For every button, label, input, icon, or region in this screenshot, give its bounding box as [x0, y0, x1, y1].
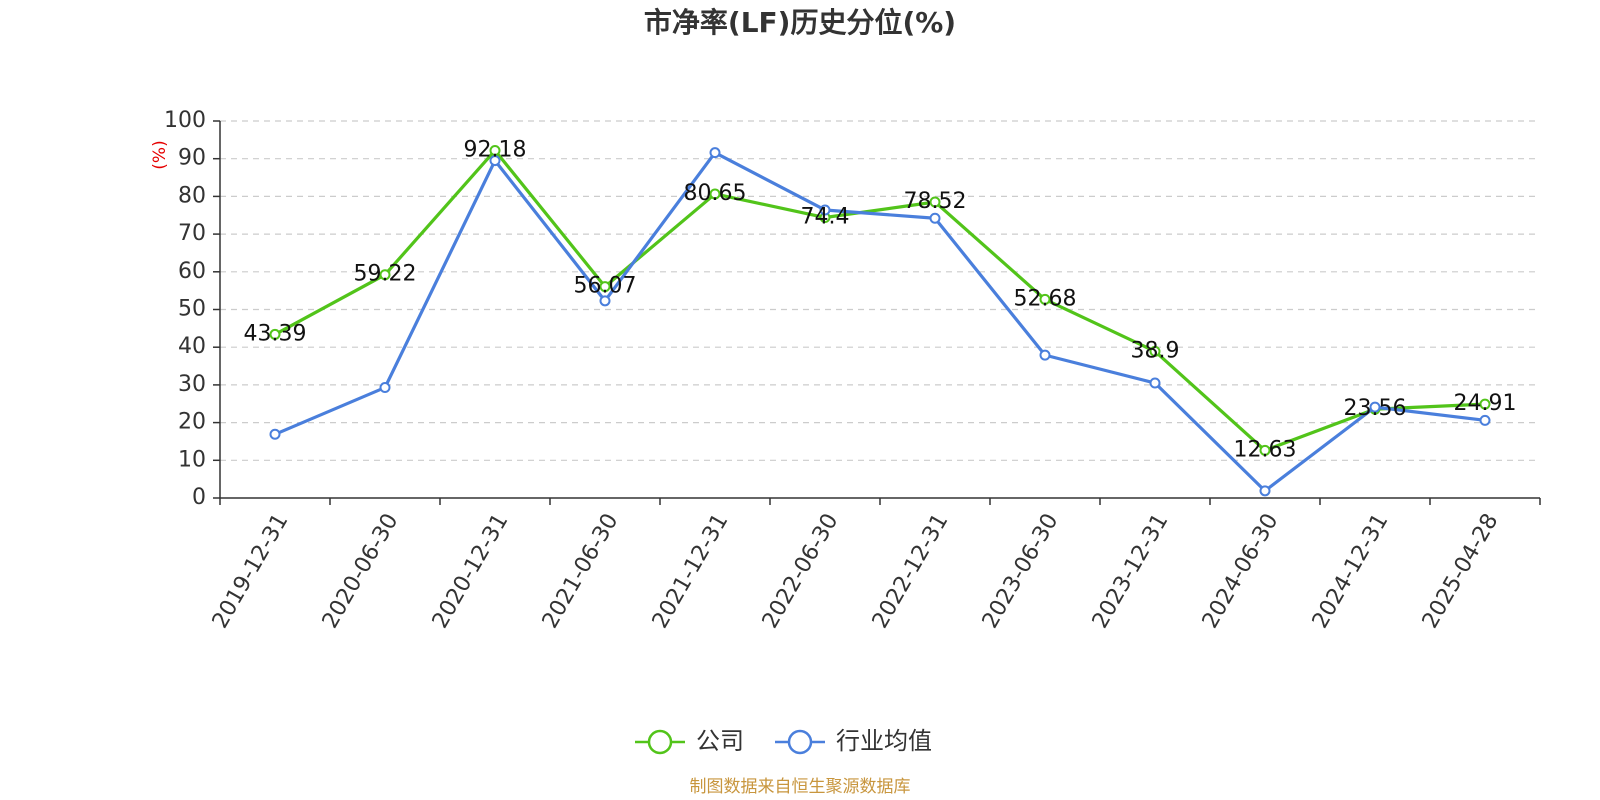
- y-tick-label: 10: [178, 447, 206, 472]
- legend-item-2[interactable]: 行业均值: [775, 727, 932, 755]
- data-label: 38.9: [1131, 338, 1180, 363]
- y-tick-label: 0: [192, 485, 206, 510]
- legend[interactable]: 公司 行业均值: [635, 727, 932, 755]
- x-tick-label: 2020-06-30: [318, 510, 404, 633]
- data-label: 92.18: [464, 137, 527, 162]
- y-tick-label: 40: [178, 334, 206, 359]
- data-label: 52.68: [1014, 286, 1077, 311]
- x-tick-label: 2022-06-30: [758, 510, 844, 633]
- data-point[interactable]: [1149, 345, 1161, 357]
- x-tick-label: 2024-06-30: [1198, 510, 1284, 633]
- x-tick-label: 2023-06-30: [978, 510, 1064, 633]
- data-point[interactable]: [1259, 444, 1271, 456]
- x-tick-label: 2020-12-31: [428, 510, 514, 633]
- data-point[interactable]: [1039, 293, 1051, 305]
- legend-marker-icon: [787, 729, 813, 755]
- data-label: 24.91: [1454, 391, 1517, 416]
- legend-label: 公司: [696, 727, 744, 755]
- data-label: 78.52: [904, 189, 967, 214]
- data-point[interactable]: [1369, 401, 1381, 413]
- legend-label: 行业均值: [836, 727, 932, 755]
- data-label: 80.65: [684, 181, 747, 206]
- y-tick-label: 60: [178, 259, 206, 284]
- data-point[interactable]: [1149, 377, 1161, 389]
- data-point[interactable]: [709, 147, 721, 159]
- data-point[interactable]: [379, 269, 391, 281]
- data-point[interactable]: [1479, 414, 1491, 426]
- y-tick-label: 100: [164, 108, 206, 133]
- data-point[interactable]: [929, 212, 941, 224]
- data-point[interactable]: [269, 328, 281, 340]
- y-tick-label: 80: [178, 183, 206, 208]
- data-point[interactable]: [599, 281, 611, 293]
- data-point[interactable]: [709, 188, 721, 200]
- x-tick-label: 2022-12-31: [868, 510, 954, 633]
- y-tick-label: 90: [178, 146, 206, 171]
- source-note: 制图数据来自恒生聚源数据库: [690, 777, 911, 797]
- x-tick-label: 2021-06-30: [538, 510, 624, 633]
- data-point[interactable]: [379, 382, 391, 394]
- y-tick-label: 20: [178, 410, 206, 435]
- axes: 0 10 20 30 40 50 60 70 80 90 100 2019-12-31 2020-06-…: [164, 108, 1541, 633]
- data-point[interactable]: [1259, 485, 1271, 497]
- x-tick-label: 2025-04-28: [1418, 510, 1504, 633]
- y-tick-label: 50: [178, 297, 206, 322]
- legend-item-1[interactable]: 公司: [635, 727, 744, 755]
- data-point[interactable]: [819, 204, 831, 216]
- x-tick-label: 2023-12-31: [1088, 510, 1174, 633]
- data-point[interactable]: [929, 196, 941, 208]
- data-label: 59.22: [354, 262, 417, 287]
- x-tick-label: 2024-12-31: [1308, 510, 1394, 633]
- y-axis-unit-label: (%): [150, 140, 170, 169]
- data-label: 12.63: [1234, 437, 1297, 462]
- data-point[interactable]: [599, 295, 611, 307]
- data-label: 56.07: [574, 274, 637, 299]
- data-point[interactable]: [1479, 398, 1491, 410]
- data-point[interactable]: [489, 155, 501, 167]
- y-tick-label: 70: [178, 221, 206, 246]
- series-line: [274, 151, 1486, 493]
- x-tick-label: 2019-12-31: [208, 510, 294, 633]
- data-point[interactable]: [489, 144, 501, 156]
- data-label: 43.39: [244, 321, 307, 346]
- x-tick-label: 2021-12-31: [648, 510, 734, 633]
- data-labels: 43.39 59.22 92.18 56.07 80.65 74.4 78.52 52.68 3…: [244, 137, 1517, 462]
- data-label: 74.4: [801, 205, 850, 230]
- data-point[interactable]: [1039, 349, 1051, 361]
- data-point[interactable]: [269, 428, 281, 440]
- data-label: 23.56: [1344, 396, 1407, 421]
- series-line: [274, 148, 1486, 452]
- chart-title: 市净率(LF)历史分位(%): [644, 6, 956, 39]
- legend-marker-icon: [647, 729, 673, 755]
- series-lines: [269, 144, 1491, 497]
- y-tick-label: 30: [178, 372, 206, 397]
- grid-lines: [220, 120, 1540, 461]
